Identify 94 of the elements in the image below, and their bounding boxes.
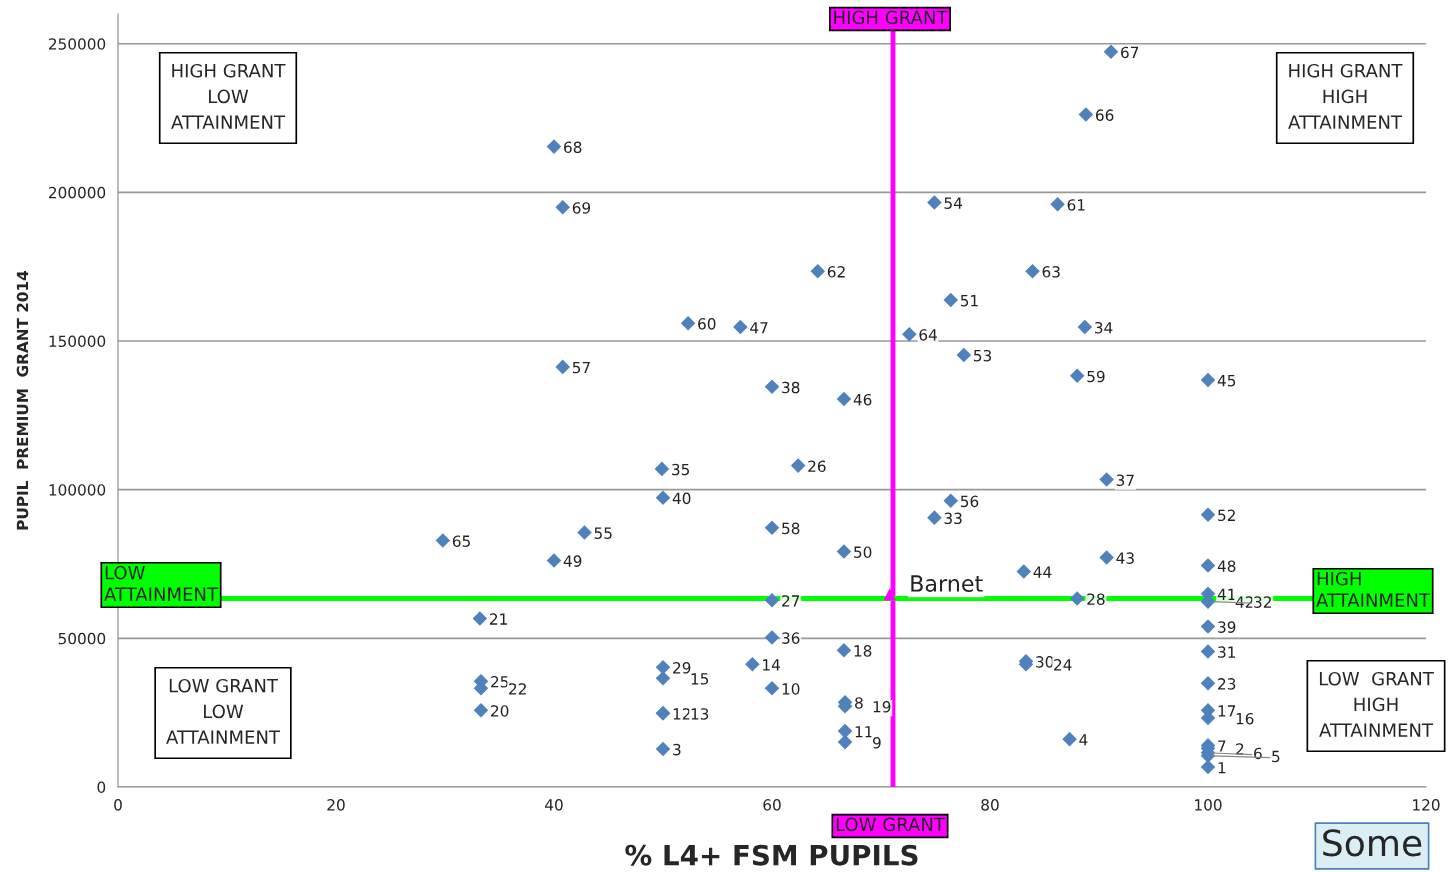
annotation: 31 bbox=[1218, 646, 1236, 658]
annotation: 41 bbox=[1217, 588, 1236, 600]
annotation: 3 bbox=[673, 743, 681, 756]
x-axis-title: % L4+ FSM PUPILS bbox=[625, 844, 918, 866]
annotation: 59 bbox=[1087, 370, 1105, 383]
annotation: LOW GRANT LOW ATTAINMENT bbox=[166, 678, 281, 744]
annotation: 69 bbox=[572, 202, 591, 214]
annotation: 32 bbox=[1254, 596, 1271, 608]
annotation: 12 bbox=[673, 708, 690, 720]
series-label: Barnet bbox=[911, 575, 983, 592]
annotation: 58 bbox=[782, 522, 800, 535]
annotation: 14 bbox=[763, 659, 780, 671]
annotation: 63 bbox=[1042, 266, 1060, 278]
y-tick-label: 200000 bbox=[48, 186, 106, 199]
annotation: 19 bbox=[873, 701, 891, 713]
annotation: 67 bbox=[1121, 46, 1139, 59]
x-tick-label: 40 bbox=[545, 799, 563, 811]
y-tick-label: 0 bbox=[97, 781, 106, 794]
annotation: 17 bbox=[1218, 705, 1236, 717]
annotation: 27 bbox=[782, 595, 800, 607]
annotation: 51 bbox=[960, 295, 978, 307]
annotation: 46 bbox=[853, 393, 872, 406]
annotation: 4 bbox=[1079, 734, 1088, 746]
y-tick-label: 50000 bbox=[58, 632, 106, 645]
annotation: 57 bbox=[572, 361, 590, 374]
annotation: 34 bbox=[1094, 321, 1113, 334]
text: Some bbox=[1323, 829, 1422, 857]
annotation: 40 bbox=[672, 492, 691, 505]
y-tick-label: 250000 bbox=[48, 38, 106, 50]
annotation: 44 bbox=[1033, 566, 1052, 578]
annotation: 56 bbox=[960, 495, 979, 508]
annotation: 5 bbox=[1272, 750, 1280, 763]
annotation: 54 bbox=[944, 197, 962, 209]
annotation: 11 bbox=[855, 726, 873, 738]
annotation: 33 bbox=[944, 512, 962, 525]
annotation: 50 bbox=[854, 546, 872, 558]
x-tick-label: 80 bbox=[981, 799, 999, 811]
annotation: 7 bbox=[1218, 740, 1226, 752]
annotation: 65 bbox=[452, 535, 470, 547]
annotation: 43 bbox=[1116, 552, 1134, 564]
annotation: 21 bbox=[490, 613, 507, 625]
annotation: 6 bbox=[1254, 747, 1262, 760]
annotation: 25 bbox=[491, 676, 509, 688]
annotation: 47 bbox=[750, 322, 768, 334]
annotation: LOW ATTAINMENT bbox=[104, 565, 219, 601]
annotation: 16 bbox=[1236, 712, 1254, 725]
annotation: LOW GRANT HIGH ATTAINMENT bbox=[1319, 671, 1434, 737]
annotation: 24 bbox=[1054, 659, 1072, 671]
annotation: 55 bbox=[594, 527, 612, 539]
annotation: 30 bbox=[1036, 656, 1054, 668]
annotation: 53 bbox=[974, 349, 992, 362]
annotation: HIGH GRANT LOW ATTAINMENT bbox=[171, 63, 286, 129]
annotation: 18 bbox=[854, 645, 872, 657]
annotation: 48 bbox=[1217, 560, 1236, 572]
annotation: 38 bbox=[782, 381, 800, 394]
annotation: 36 bbox=[782, 632, 800, 644]
y-tick-label: 150000 bbox=[49, 335, 106, 348]
annotation: 37 bbox=[1116, 474, 1134, 487]
annotation: HIGH GRANT HIGH ATTAINMENT bbox=[1288, 63, 1403, 129]
annotation: 39 bbox=[1218, 621, 1236, 633]
annotation: 2 bbox=[1236, 743, 1244, 755]
annotation: 13 bbox=[691, 708, 709, 720]
annotation: 22 bbox=[509, 683, 526, 695]
annotation: 45 bbox=[1217, 375, 1236, 387]
x-tick-label: 0 bbox=[114, 799, 122, 811]
annotation: 9 bbox=[872, 736, 881, 749]
annotation: 52 bbox=[1218, 509, 1235, 522]
x-tick-label: 100 bbox=[1195, 799, 1222, 811]
annotation: 26 bbox=[808, 460, 826, 473]
annotation: 61 bbox=[1067, 199, 1085, 211]
text: LOW GRANT bbox=[836, 817, 946, 832]
annotation: HIGH GRANT bbox=[834, 10, 948, 25]
x-tick-label: 60 bbox=[763, 799, 781, 811]
annotation: 68 bbox=[564, 141, 582, 154]
annotation: HIGH ATTAINMENT bbox=[1316, 571, 1431, 607]
annotation: 49 bbox=[563, 555, 582, 567]
y-axis-title: PUPIL PREMIUM GRANT 2014 bbox=[16, 270, 29, 530]
annotation: 1 bbox=[1218, 762, 1226, 774]
annotation: 60 bbox=[698, 318, 716, 330]
annotation: 66 bbox=[1095, 109, 1114, 121]
annotation: 35 bbox=[672, 463, 690, 476]
y-tick-label: 100000 bbox=[49, 484, 106, 496]
annotation: 29 bbox=[673, 662, 691, 674]
annotation: 64 bbox=[919, 329, 937, 341]
annotation: 10 bbox=[782, 683, 800, 695]
annotation: 23 bbox=[1218, 678, 1236, 690]
annotation: 15 bbox=[691, 673, 709, 685]
annotation: 62 bbox=[827, 266, 845, 278]
annotation: 20 bbox=[491, 705, 509, 717]
annotation: 8 bbox=[855, 697, 863, 709]
x-tick-label: 20 bbox=[327, 799, 345, 811]
annotation: 28 bbox=[1087, 593, 1105, 605]
annotation: 42 bbox=[1235, 596, 1253, 608]
x-tick-label: 120 bbox=[1413, 799, 1440, 811]
